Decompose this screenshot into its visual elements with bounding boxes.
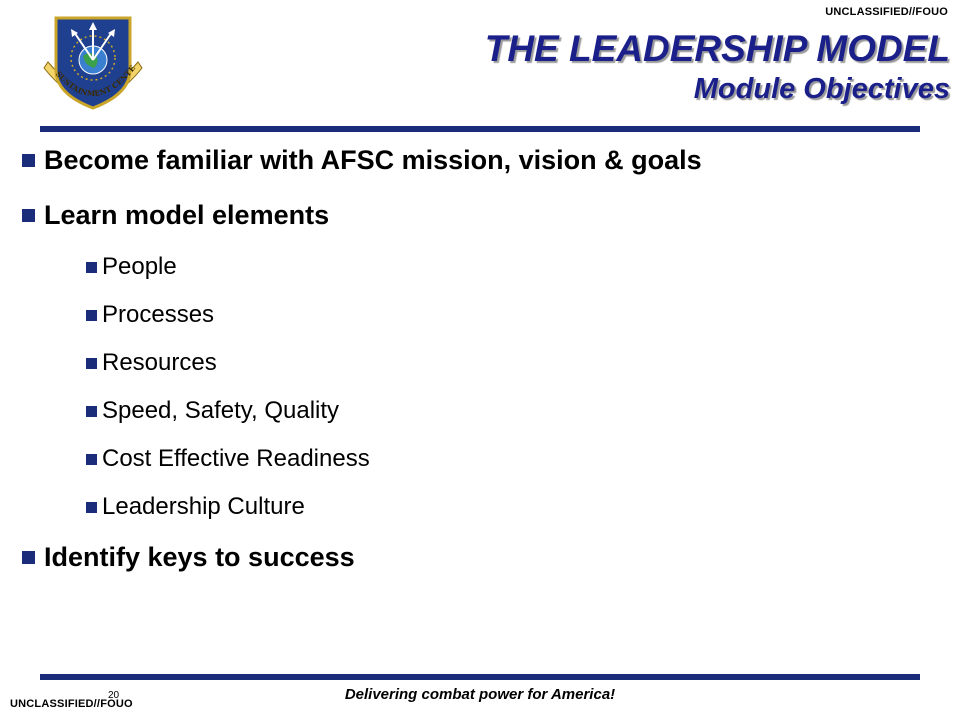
footer-slogan: Delivering combat power for America! [344, 686, 616, 703]
bullet-text: Identify keys to success [44, 542, 355, 572]
square-bullet-icon [86, 309, 97, 321]
sub-bullet-text: Processes [102, 301, 215, 328]
bullet-item: Identify keys to success [22, 542, 355, 573]
sub-bullet-item: Resources [86, 349, 217, 377]
square-bullet-icon [22, 154, 35, 167]
sub-bullet-item: People [86, 253, 177, 281]
slide-header: THE LEADERSHIP MODEL Module Objectives [485, 28, 950, 106]
square-bullet-icon [86, 501, 97, 513]
page-number: 20 [108, 690, 120, 701]
slide-title: THE LEADERSHIP MODEL [484, 28, 950, 69]
slide-subtitle: Module Objectives [693, 73, 950, 105]
square-bullet-icon [86, 357, 97, 369]
sub-bullet-text: Leadership Culture [102, 493, 305, 520]
sub-bullet-text: Resources [102, 349, 217, 376]
bullet-text: Become familiar with AFSC mission, visio… [44, 145, 702, 175]
sub-bullet-text: Speed, Safety, Quality [102, 397, 340, 424]
square-bullet-icon [86, 405, 97, 417]
sub-bullet-item: Leadership Culture [86, 493, 305, 521]
sub-bullet-item: Cost Effective Readiness [86, 445, 370, 473]
sub-bullet-text: Cost Effective Readiness [102, 445, 370, 472]
bullet-item: Learn model elements [22, 200, 329, 231]
footer-divider [40, 674, 920, 680]
square-bullet-icon [22, 209, 35, 222]
classification-marking-top: UNCLASSIFIED//FOUO [825, 6, 948, 18]
square-bullet-icon [22, 551, 35, 564]
sub-bullet-item: Speed, Safety, Quality [86, 397, 339, 425]
header-divider [40, 126, 920, 132]
bullet-text: Learn model elements [44, 200, 330, 230]
afsc-emblem-logo: AF SUSTAINMENT CENTER [38, 10, 143, 110]
square-bullet-icon [86, 453, 97, 465]
bullet-item: Become familiar with AFSC mission, visio… [22, 145, 702, 176]
sub-bullet-text: People [102, 253, 177, 280]
square-bullet-icon [86, 261, 97, 273]
classification-marking-bottom: UNCLASSIFIED//FOUO [10, 698, 133, 710]
sub-bullet-item: Processes [86, 301, 214, 329]
